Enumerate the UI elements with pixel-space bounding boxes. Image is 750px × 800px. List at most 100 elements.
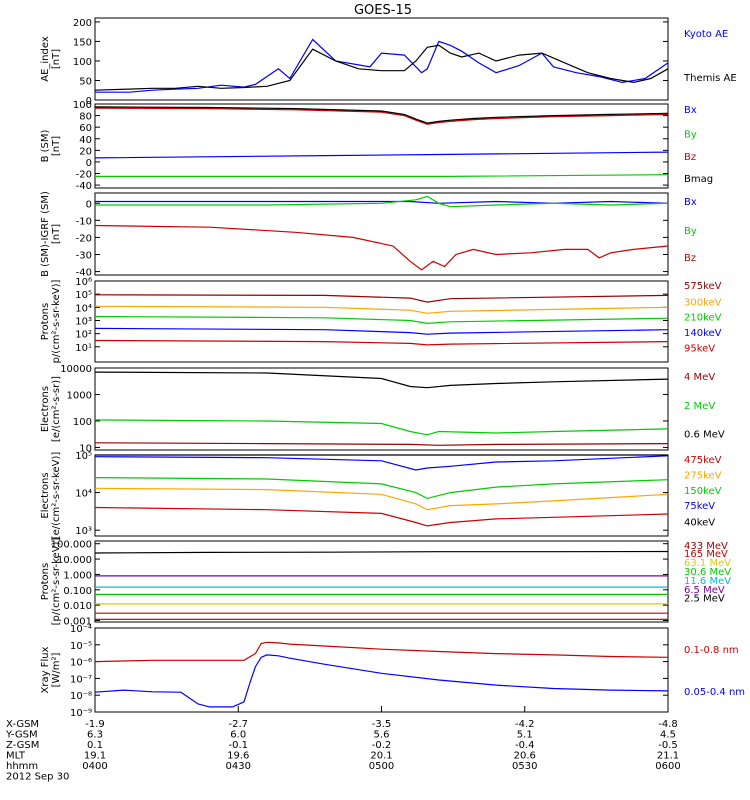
y-tick-label: 10.000 [57,555,92,566]
x-tick-value: 6.3 [87,730,103,741]
x-tick-value: -3.5 [372,719,392,730]
series-line-bmag [94,106,669,124]
x-axis-row-label: Z-GSM [6,740,39,751]
x-tick-value: 20.1 [370,751,392,762]
legend-label: 4 MeV [684,372,715,383]
x-tick-value: -0.4 [515,740,535,751]
series-line-bz [94,224,669,271]
y-tick-label: 10⁻⁴ [70,624,92,635]
series-line-0-1-0-8-nm [94,641,669,663]
x-tick-value: -0.1 [228,740,248,751]
series-line-themis-ae [94,44,669,91]
x-tick-value: 0600 [655,761,680,772]
y-axis-label: B (SM) [40,129,51,162]
y-axis-label: Electrons [40,472,51,518]
panel-frame [94,540,669,623]
series-line-275kev [94,487,669,511]
series-line-by [95,174,669,177]
x-tick-value: 19.1 [84,751,106,762]
y-axis-label: Protons [40,303,51,340]
y-tick-label: 100 [73,417,92,428]
legend-label: Kyoto AE [684,29,728,40]
y-tick-label: 10⁻⁶ [70,658,92,669]
x-tick-value: 5.6 [374,730,390,741]
x-tick-value: 4.5 [660,730,676,741]
y-tick-label: 10⁵ [75,451,92,462]
legend-label: 575keV [684,281,722,292]
legend-label: 275keV [684,470,722,481]
series-line-2-mev [94,419,669,436]
legend-label: By [684,129,697,140]
y-tick-label: 1.000 [63,570,92,581]
legend-label: By [684,226,697,237]
x-tick-value: 0.1 [87,740,103,751]
x-axis-row-label: X-GSM [6,719,39,730]
y-tick-label: 50 [79,76,92,87]
legend-label: Bx [684,197,697,208]
y-axis-label: Protons [40,563,51,600]
x-axis-row-label: MLT [6,751,26,762]
series-line-75kev [94,455,669,471]
y-tick-label: 10⁵ [75,290,92,301]
panel-protons_mev: 10¹ 10² 10³ 10⁴ 10⁵ 10⁶ Protons p/(cm²-s-sr-keV… [40,277,722,363]
legend-label: 40keV [684,517,715,528]
y-axis-label: [p/(cm²-s-sr-keV)] [51,538,62,626]
series-line-0-6-mev [94,371,669,389]
y-tick-label: 10⁴ [75,489,92,500]
y-tick-label: 0.001 [63,617,92,628]
y-tick-label: 100 [73,100,92,111]
series-line-bx [95,200,669,204]
panel-ae: 0 50 100 150 200 AE_index [nT] Kyoto AE Themis A… [40,17,737,107]
y-tick-label: 100 [73,57,92,68]
legend-label: 11.6 MeV [684,576,731,587]
x-tick-value: -0.5 [658,740,678,751]
y-tick-label: 10³ [75,316,92,327]
y-axis-label: p/(cm²-s-sr-keV)] [51,280,62,364]
y-tick-label: 10¹ [75,343,92,354]
legend-label: 0.6 MeV [684,430,725,441]
series-line-0-05-0-4-nm [94,654,669,708]
x-tick-value: 0530 [512,761,537,772]
x-tick-value: 19.6 [227,751,249,762]
legend-label: 300keV [684,297,722,308]
panel-electrons_mev: 10 100 1000 10000 Electrons [e/(cm²-s-sr)] 4 M… [40,364,725,454]
y-tick-label: 0 [86,199,92,210]
y-tick-label: 0.010 [63,601,92,612]
x-tick-value: -4.8 [658,719,678,730]
x-tick-value: -1.9 [85,719,105,730]
y-tick-label: 40 [79,135,92,146]
legend-label: 75keV [684,501,715,512]
panel-protons_kev: 0.001 0.010 0.100 1.000 10.000 100.000 Protons… [40,538,731,628]
legend-label: 140keV [684,328,722,339]
y-tick-label: 10000 [60,364,92,375]
y-axis-label: [W/m²] [51,652,62,687]
y-tick-label: 1000 [67,390,92,401]
legend-label: 0.05-0.4 nm [684,687,745,698]
series-line-95kev [94,339,669,346]
panel-electrons_kev: 10³ 10⁴ 10⁵ Electrons [e/(cm²-s-sr-keV)] 475k… [40,451,722,539]
x-tick-value: 5.1 [517,730,533,741]
y-axis-label: B (SM)-IGRF (SM) [40,191,51,277]
y-axis-label: [nT] [51,224,62,244]
x-tick-value: 0500 [369,761,394,772]
y-tick-label: 0.100 [63,586,92,597]
series-line-210kev [94,315,669,325]
legend-label: 475keV [684,455,722,466]
x-tick-value: 0430 [226,761,251,772]
y-tick-label: -40 [76,268,92,279]
y-axis-label: [e/(cm²-s-sr-keV)] [51,452,62,540]
y-tick-label: 200 [73,18,92,29]
legend-label: Bmag [684,174,713,185]
legend-label: 30.6 MeV [684,567,731,578]
legend-label: 2.5 MeV [684,594,725,605]
legend-label: Bz [684,253,696,264]
legend-label: 0.1-0.8 nm [684,645,739,656]
y-axis-label: Xray Flux [40,646,51,693]
y-tick-label: 10⁻⁷ [70,674,92,685]
y-tick-label: 60 [79,123,92,134]
panel-xray: 10⁻⁹ 10⁻⁸ 10⁻⁷ 10⁻⁶ 10⁻⁵ 10⁻⁴ Xray Flux [W/m²] 0… [40,624,745,719]
y-tick-label: 10⁶ [75,277,92,288]
y-tick-label: -20 [76,170,92,181]
legend-label: 165 MeV [684,549,728,560]
